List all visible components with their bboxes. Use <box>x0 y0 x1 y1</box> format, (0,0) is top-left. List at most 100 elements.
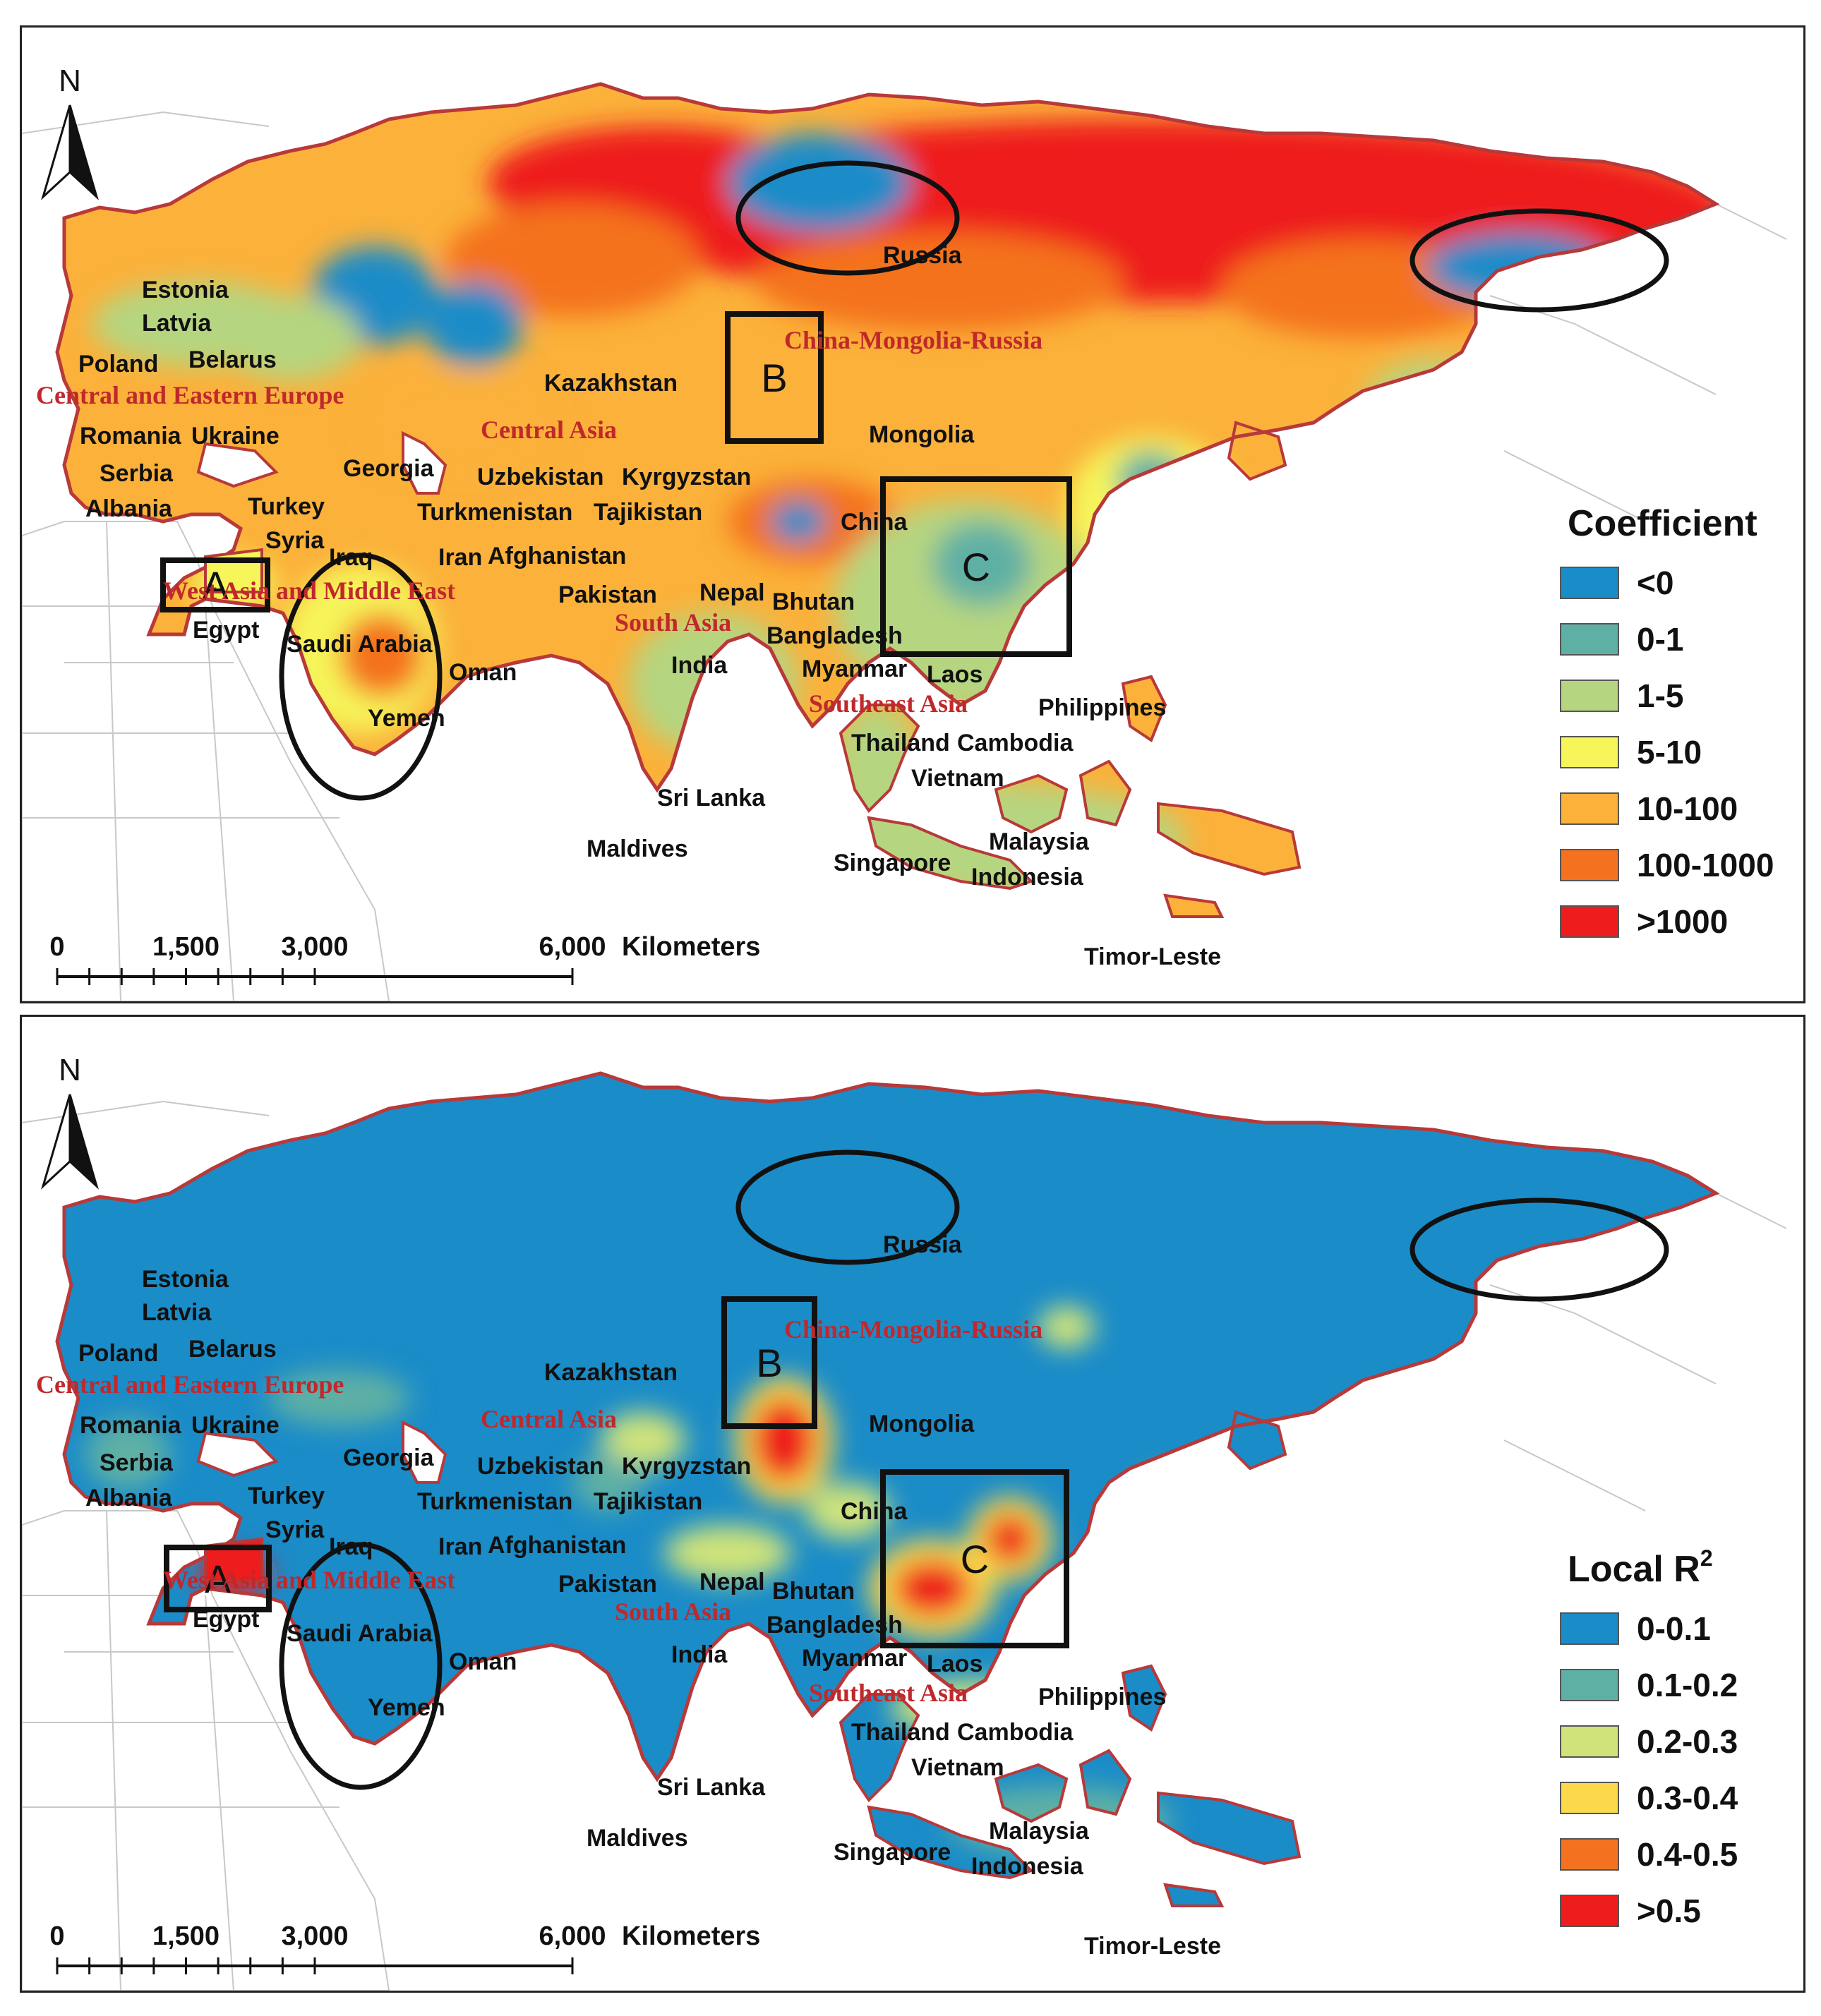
new-guinea-landmass <box>1157 802 1302 876</box>
country-label-turkmenistan: Turkmenistan <box>417 499 572 526</box>
country-label-india: India <box>671 652 728 679</box>
country-label-russia: Russia <box>883 242 963 269</box>
country-label-estonia: Estonia <box>142 277 229 303</box>
country-label-mongolia: Mongolia <box>869 421 975 448</box>
box-a-label: A <box>205 1557 232 1601</box>
coefficient-map-panel: A B C Central and Eastern Europe Central Asi… <box>20 25 1805 1003</box>
box-a <box>160 557 270 612</box>
country-label-cambodia: Cambodia <box>957 730 1074 756</box>
country-label-philippines: Philippines <box>1038 694 1166 721</box>
country-label-tajikistan: Tajikistan <box>594 499 702 526</box>
scale-bar-label: 1,500 <box>152 1921 220 1951</box>
country-label-albania: Albania <box>85 1485 173 1511</box>
pacific-borders <box>22 111 1787 522</box>
north-arrow-left <box>41 104 71 200</box>
eurasia-outline <box>55 1071 1720 1782</box>
scale-bar-label: 3,000 <box>281 932 348 962</box>
legend-label: 100-1000 <box>1637 847 1774 883</box>
country-label-tajikistan: Tajikistan <box>594 1488 702 1515</box>
country-label-laos: Laos <box>927 1650 982 1677</box>
country-label-bangladesh: Bangladesh <box>767 1612 903 1638</box>
new-guinea-landmass <box>1157 1791 1302 1866</box>
local-r2-map-panel: A B C Central and Eastern Europe Central Asi… <box>20 1015 1805 1993</box>
country-label-russia: Russia <box>883 1231 963 1258</box>
scale-bar: 0 1,500 3,000 6,000 Kilometers <box>49 1921 760 1974</box>
r2-zone-b-core <box>767 1416 802 1465</box>
region-label-china-mongolia-russia: China-Mongolia-Russia <box>784 326 1042 354</box>
region-label-central-and-eastern-europe: Central and Eastern Europe <box>36 381 344 409</box>
country-label-iraq: Iraq <box>329 544 373 571</box>
country-label-latvia: Latvia <box>142 310 212 337</box>
scale-bar-unit: Kilometers <box>622 1921 760 1951</box>
legend-swatch <box>1560 736 1619 768</box>
japan-landmass <box>1227 1410 1287 1471</box>
country-label-georgia: Georgia <box>343 455 435 482</box>
north-arrow-left <box>41 1094 71 1190</box>
africa-outline <box>22 521 390 1001</box>
north-label: N <box>59 64 81 98</box>
country-label-india: India <box>671 1641 728 1668</box>
legend-swatch <box>1560 792 1619 825</box>
country-label-iraq: Iraq <box>329 1533 373 1560</box>
pacific-borders <box>22 1100 1787 1511</box>
country-label-belarus: Belarus <box>188 346 277 373</box>
scale-bar-label: 0 <box>49 932 64 962</box>
country-label-myanmar: Myanmar <box>802 1645 907 1672</box>
indonesia-islands <box>867 1805 1034 1880</box>
coefficient-zone-china-core <box>932 521 1031 606</box>
country-label-laos: Laos <box>927 661 982 688</box>
legend-swatch <box>1560 1895 1619 1927</box>
box-b-label: B <box>761 356 787 400</box>
philippines-landmass <box>1121 675 1167 743</box>
legend-label: 0.2-0.3 <box>1637 1723 1738 1760</box>
country-label-turkey: Turkey <box>248 1483 325 1509</box>
legend-swatch <box>1560 623 1619 656</box>
coefficient-zone-1 <box>445 204 699 317</box>
country-label-bhutan: Bhutan <box>772 1578 855 1605</box>
region-label-southeast-asia: Southeast Asia <box>809 1679 968 1707</box>
country-label-maldives: Maldives <box>587 1825 688 1852</box>
country-label-pakistan: Pakistan <box>558 1571 657 1598</box>
coefficient-zone-arabia-core <box>339 613 424 698</box>
legend-label: 0.4-0.5 <box>1637 1836 1738 1873</box>
legend-label: 1-5 <box>1637 677 1683 714</box>
indochina-landmass <box>839 1693 920 1803</box>
r2-zone-c-east <box>985 1514 1035 1564</box>
scale-bar-label: 1,500 <box>152 932 220 962</box>
country-label-yemen: Yemen <box>368 705 445 732</box>
coefficient-zone-6 <box>1363 359 1504 458</box>
country-label-afghanistan: Afghanistan <box>488 1532 626 1559</box>
russia-ellipse <box>735 1149 960 1265</box>
country-label-indonesia: Indonesia <box>971 1853 1084 1880</box>
country-label-singapore: Singapore <box>834 850 951 876</box>
legend-label: 0-0.1 <box>1637 1610 1711 1647</box>
country-label-albania: Albania <box>85 495 173 522</box>
legend-swatch <box>1560 1782 1619 1814</box>
region-label-south-asia: South Asia <box>615 1598 731 1626</box>
country-label-vietnam: Vietnam <box>911 765 1004 792</box>
africa-outline <box>22 1510 390 1991</box>
legend-swatch <box>1560 1838 1619 1871</box>
indonesia-islands <box>867 816 1034 891</box>
country-label-thailand: Thailand <box>851 730 950 756</box>
country-label-timor-leste: Timor-Leste <box>1084 943 1221 970</box>
legend-swatch <box>1560 680 1619 712</box>
r2-zone-10 <box>664 1525 791 1581</box>
arabia-ellipse <box>279 1542 443 1790</box>
country-label-cambodia: Cambodia <box>957 1719 1074 1746</box>
country-label-saudi-arabia: Saudi Arabia <box>287 631 433 658</box>
country-label-nepal: Nepal <box>699 579 765 606</box>
background-borders <box>22 111 1787 1001</box>
sulawesi-landmass <box>1078 759 1132 827</box>
box-b <box>721 1296 817 1429</box>
north-arrow-icon <box>41 1094 99 1190</box>
box-b-label: B <box>756 1341 782 1385</box>
borneo-landmass <box>994 773 1069 834</box>
country-label-china: China <box>841 509 908 536</box>
country-label-bangladesh: Bangladesh <box>767 622 903 649</box>
scale-bar-label: 6,000 <box>539 932 606 962</box>
legend-label: >0.5 <box>1637 1893 1701 1929</box>
country-label-ukraine: Ukraine <box>191 1412 280 1439</box>
country-label-kazakhstan: Kazakhstan <box>544 370 678 397</box>
r2-zone-5 <box>1137 1475 1194 1546</box>
